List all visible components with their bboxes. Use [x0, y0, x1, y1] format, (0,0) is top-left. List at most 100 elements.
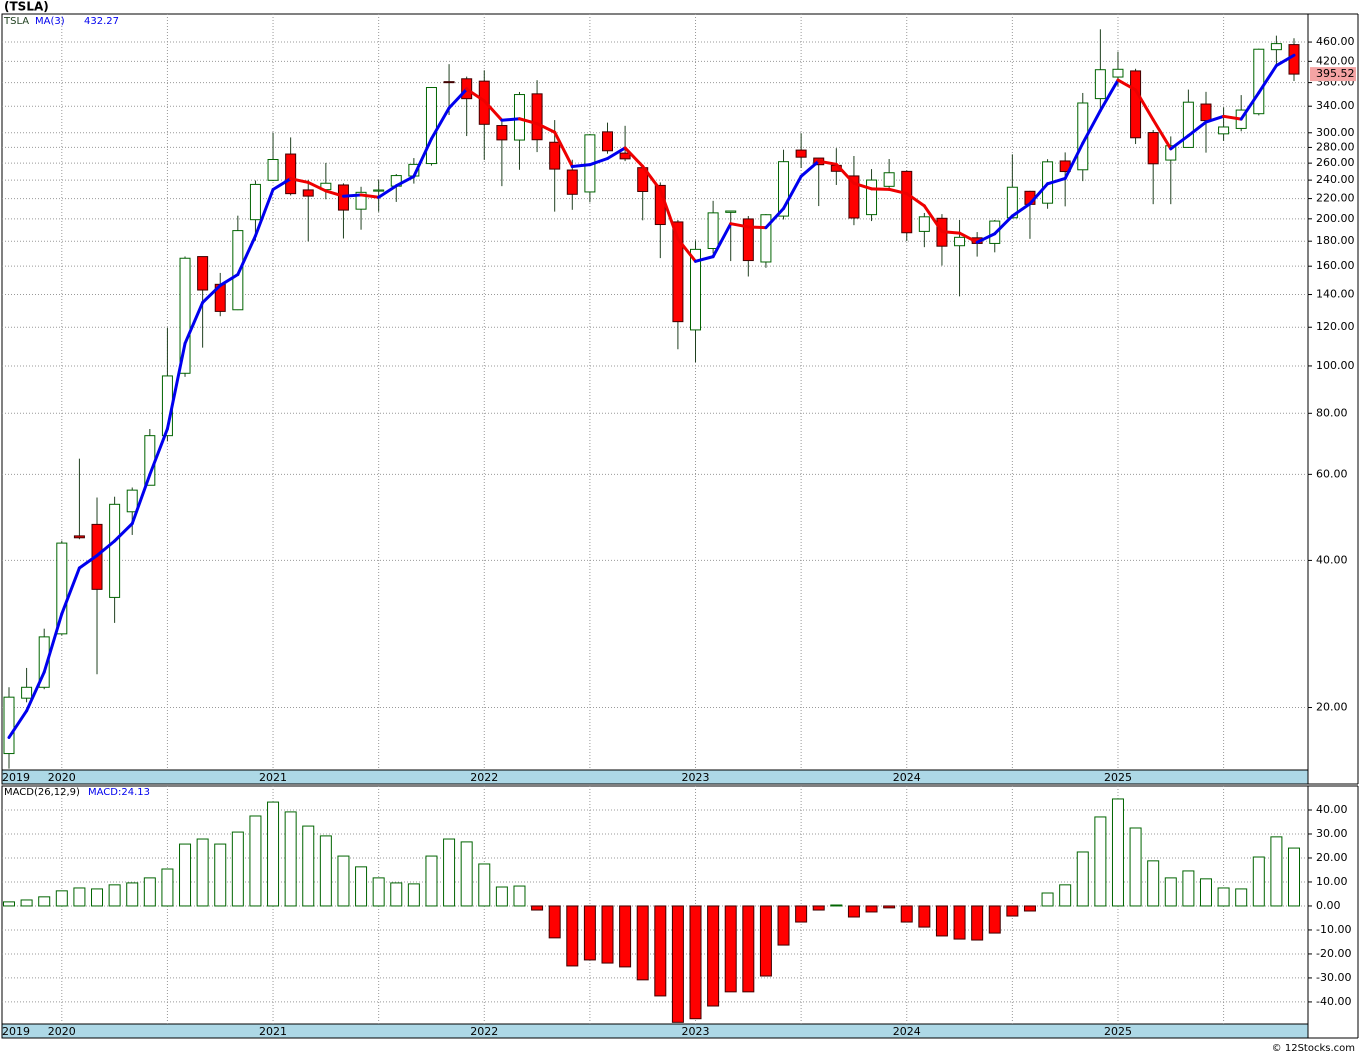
macd-bar	[443, 838, 456, 907]
ma-line-segment	[165, 341, 187, 431]
ma-line-segment	[359, 193, 381, 199]
ma-line-segment	[1151, 118, 1173, 151]
macd-bar	[108, 884, 121, 907]
candle-body	[21, 686, 33, 699]
macd-bar	[425, 855, 438, 907]
candle-body	[866, 179, 878, 216]
macd-bar	[724, 905, 737, 993]
macd-bar	[1164, 877, 1177, 907]
y-tick-label: 160.00	[1316, 259, 1355, 272]
chart-title: (TSLA)	[4, 0, 49, 14]
x-tick-label: 2025	[1104, 1025, 1132, 1038]
ma-line-segment	[148, 427, 169, 477]
ma-line-segment	[465, 87, 486, 103]
candle-body	[109, 503, 121, 598]
macd-bar	[302, 825, 315, 907]
macd-bar	[1182, 870, 1195, 907]
candle-body	[725, 210, 737, 213]
ma-line-segment	[412, 137, 433, 178]
date-band	[1, 769, 1309, 785]
macd-bar	[865, 905, 878, 913]
ma-line-segment	[905, 192, 926, 208]
ma-line-segment	[429, 106, 451, 141]
x-tick-label: 2024	[893, 1025, 921, 1038]
candle-body	[742, 218, 754, 262]
candle-body	[901, 170, 913, 234]
candle-body	[1130, 70, 1142, 139]
macd-bar	[812, 905, 825, 911]
y-tick-label: 260.00	[1316, 156, 1355, 169]
ma-line-segment	[1204, 114, 1226, 124]
legend-macd-value: MACD:24.13	[88, 787, 150, 798]
macd-bar	[1023, 905, 1036, 912]
macd-bar	[619, 905, 632, 968]
candle-body	[425, 87, 437, 165]
candle-body	[1288, 44, 1300, 75]
x-tick-label: 2020	[48, 771, 76, 784]
candle-body	[707, 212, 719, 250]
y-tick-label: 80.00	[1316, 406, 1348, 419]
ma-line-segment	[183, 301, 205, 345]
ma-line-segment	[77, 554, 99, 570]
ma-line-segment	[570, 163, 592, 169]
candle-body	[1200, 103, 1212, 122]
ma-line-segment	[1239, 91, 1261, 121]
ma-line-segment	[394, 174, 416, 188]
ma-line-segment	[605, 146, 627, 161]
candle-body	[197, 256, 209, 291]
candle-body	[496, 125, 508, 141]
candle-body	[1182, 101, 1194, 148]
candle-body	[302, 189, 314, 197]
ma-line-segment	[1098, 78, 1120, 113]
footer: © 12Stocks.com	[1272, 1043, 1355, 1054]
macd-bar	[1288, 847, 1300, 907]
ma-line-segment	[1169, 134, 1190, 151]
date-band	[1, 1023, 1309, 1039]
macd-bar	[214, 843, 227, 907]
ma-line-segment	[940, 230, 962, 235]
candle-body	[795, 149, 807, 158]
candle-body	[355, 191, 367, 210]
candle-body	[566, 169, 578, 195]
macd-bar	[231, 831, 244, 907]
macd-bar	[3, 901, 15, 907]
y-tick-label: 200.00	[1316, 212, 1355, 225]
macd-bar	[759, 905, 772, 977]
ma-line-segment	[975, 232, 997, 244]
macd-bar	[1111, 798, 1124, 907]
macd-bar	[671, 905, 684, 1023]
macd-bar	[566, 905, 579, 967]
macd-bar	[407, 883, 420, 907]
macd-bar	[777, 905, 790, 946]
candle-body	[778, 161, 790, 217]
candle-body	[232, 230, 244, 311]
candle-body	[73, 535, 85, 539]
macd-bar	[126, 882, 139, 907]
candle-body	[249, 183, 261, 221]
candle-body	[373, 189, 385, 192]
macd-bar	[707, 905, 720, 1007]
ma-line-segment	[553, 130, 574, 169]
macd-bar	[91, 888, 104, 907]
macd-bar	[531, 905, 544, 911]
last-price-box	[1310, 67, 1356, 82]
macd-bar	[179, 843, 192, 907]
macd-bar	[689, 905, 702, 1020]
macd-bar	[847, 905, 860, 918]
macd-bar	[196, 838, 209, 907]
ma-line-segment	[236, 234, 257, 277]
y-tick-label: 140.00	[1316, 288, 1355, 301]
ma-line-segment	[993, 214, 1014, 236]
macd-bar	[267, 801, 280, 907]
y-tick-label: -20.00	[1316, 947, 1351, 960]
y-tick-label: 20.00	[1316, 851, 1348, 864]
macd-bar	[1217, 887, 1230, 907]
ma-line-segment	[817, 159, 838, 166]
macd-bar	[1129, 827, 1142, 907]
macd-bar	[795, 905, 808, 923]
macd-bar	[1059, 884, 1072, 907]
macd-bar	[249, 815, 262, 907]
ma-line-segment	[42, 612, 64, 674]
y-tick-label: 20.00	[1316, 701, 1348, 714]
ma-line-segment	[1116, 78, 1138, 92]
